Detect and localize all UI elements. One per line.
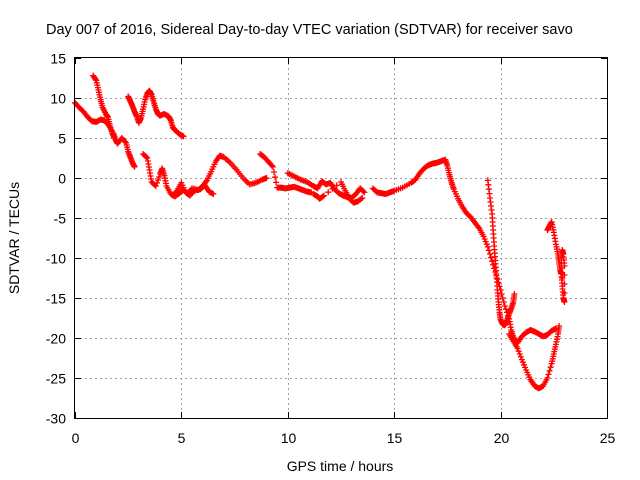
y-tick-label: 15: [50, 51, 66, 67]
grid: [75, 58, 607, 418]
data-point: [153, 180, 160, 186]
data-point: [485, 247, 492, 254]
data-point: [122, 138, 129, 145]
data-point: [544, 375, 551, 381]
series-sat-l: [544, 219, 568, 305]
y-tick-label: 10: [50, 91, 66, 107]
data-point: [173, 189, 180, 195]
data-point: [319, 193, 326, 200]
data-point: [486, 251, 493, 257]
data-point: [131, 163, 138, 170]
y-axis-label: SDTVAR / TECUs: [6, 182, 22, 294]
x-axis: 0 5 10 15 20 25: [72, 58, 616, 446]
series-sat-e: [169, 179, 217, 199]
data-point: [272, 174, 279, 181]
data-point: [329, 185, 336, 192]
data-point: [152, 183, 159, 189]
data-point: [545, 371, 552, 378]
y-tick-label: -10: [46, 251, 66, 267]
data-point: [488, 254, 495, 261]
data-point: [511, 291, 518, 297]
data-point: [210, 191, 217, 197]
series-sat-k: [506, 323, 563, 392]
data-point: [498, 291, 505, 297]
data-point: [358, 195, 365, 202]
data-point: [559, 275, 566, 281]
series-sat-h: [310, 179, 366, 206]
data-point: [333, 182, 340, 189]
data-point: [156, 174, 163, 180]
x-tick-label: 25: [600, 430, 616, 446]
data-point: [325, 189, 332, 196]
y-tick-label: -30: [46, 411, 66, 427]
x-tick-label: 0: [72, 430, 80, 446]
data-point: [489, 258, 496, 265]
x-tick-label: 5: [178, 430, 186, 446]
data-point: [143, 154, 150, 160]
y-tick-label: 5: [58, 131, 66, 147]
data-point: [556, 323, 563, 329]
data-point: [516, 351, 523, 357]
data-point: [273, 179, 280, 186]
data-point: [561, 290, 568, 296]
data-point: [515, 348, 522, 355]
data-point: [561, 281, 568, 287]
data-point: [517, 353, 524, 360]
data-point: [269, 163, 276, 170]
data-point: [111, 135, 118, 141]
series-sat-j: [484, 177, 518, 329]
data-points: [72, 72, 568, 392]
data-point: [320, 192, 327, 199]
plot-frame: [74, 57, 608, 419]
x-tick-label: 10: [281, 430, 297, 446]
y-tick-label: -20: [46, 331, 66, 347]
data-point: [501, 303, 508, 309]
data-point: [514, 345, 521, 352]
data-point: [547, 364, 554, 371]
series-sat-f: [257, 151, 315, 196]
data-point: [360, 188, 367, 195]
series-sat-d: [140, 151, 270, 200]
data-point: [92, 76, 99, 83]
data-point: [180, 133, 187, 140]
series-sat-i: [369, 156, 559, 346]
y-axis: 15 10 5 0 -5 -10 -15 -20 -25 -30: [46, 51, 607, 427]
data-point: [361, 189, 368, 196]
x-tick-label: 20: [494, 430, 510, 446]
x-axis-label: GPS time / hours: [287, 458, 394, 474]
data-point: [263, 175, 270, 181]
data-point: [499, 295, 506, 301]
data-point: [561, 299, 568, 305]
chart-title: Day 007 of 2016, Sidereal Day-to-day VTE…: [46, 22, 573, 38]
data-point: [484, 243, 491, 250]
y-tick-label: -15: [46, 291, 66, 307]
y-tick-label: -5: [54, 211, 67, 227]
series-sat-c: [125, 87, 187, 140]
series-sat-b: [90, 72, 118, 141]
data-point: [546, 367, 553, 374]
x-tick-label: 15: [387, 430, 403, 446]
data-point: [268, 162, 275, 169]
data-point: [270, 169, 277, 175]
data-point: [500, 299, 507, 305]
y-tick-label: 0: [58, 171, 66, 187]
y-tick-label: -25: [46, 371, 66, 387]
data-point: [154, 177, 161, 183]
data-point: [359, 195, 366, 201]
